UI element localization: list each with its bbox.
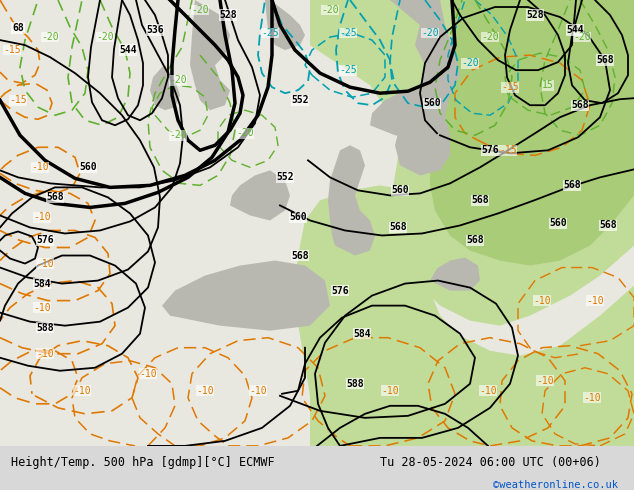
- Text: ©weatheronline.co.uk: ©weatheronline.co.uk: [493, 480, 618, 490]
- Polygon shape: [295, 185, 634, 446]
- Text: 544: 544: [566, 25, 584, 35]
- Text: -10: -10: [31, 162, 49, 172]
- Text: -10: -10: [33, 213, 51, 222]
- Text: 568: 568: [571, 100, 589, 110]
- Text: 560: 560: [549, 219, 567, 228]
- Text: Tu 28-05-2024 06:00 UTC (00+06): Tu 28-05-2024 06:00 UTC (00+06): [380, 456, 601, 469]
- Text: -10: -10: [536, 376, 554, 386]
- Text: 528: 528: [526, 10, 544, 20]
- Polygon shape: [310, 0, 634, 326]
- Text: 568: 568: [291, 250, 309, 261]
- Text: -25: -25: [339, 28, 357, 38]
- Text: 552: 552: [291, 95, 309, 105]
- Text: -10: -10: [73, 386, 91, 396]
- Polygon shape: [328, 146, 375, 255]
- Polygon shape: [430, 258, 480, 291]
- Text: 588: 588: [36, 322, 54, 333]
- Text: -25: -25: [339, 65, 357, 75]
- Text: -20: -20: [481, 32, 499, 42]
- Polygon shape: [150, 65, 180, 110]
- Polygon shape: [370, 90, 445, 137]
- Text: -10: -10: [586, 295, 604, 306]
- Text: -25: -25: [261, 28, 279, 38]
- Polygon shape: [162, 261, 330, 331]
- Text: Height/Temp. 500 hPa [gdmp][°C] ECMWF: Height/Temp. 500 hPa [gdmp][°C] ECMWF: [11, 456, 275, 469]
- Text: -10: -10: [139, 369, 157, 379]
- Text: -10: -10: [533, 295, 551, 306]
- Text: -20: -20: [169, 75, 187, 85]
- Text: -20: -20: [236, 128, 254, 138]
- Text: -10: -10: [479, 386, 497, 396]
- Text: 568: 568: [466, 236, 484, 245]
- Text: 552: 552: [276, 172, 294, 182]
- Polygon shape: [390, 0, 460, 175]
- Text: 15: 15: [542, 80, 554, 90]
- Text: 560: 560: [423, 98, 441, 108]
- Polygon shape: [265, 0, 305, 50]
- Text: 588: 588: [346, 379, 364, 389]
- Text: -10: -10: [583, 393, 601, 403]
- Text: -10: -10: [249, 386, 267, 396]
- Text: -20: -20: [191, 5, 209, 15]
- Text: -10: -10: [33, 303, 51, 313]
- Polygon shape: [430, 0, 634, 266]
- Text: 68: 68: [12, 23, 24, 33]
- Text: 560: 560: [289, 213, 307, 222]
- Text: -15: -15: [9, 95, 27, 105]
- Text: -10: -10: [36, 349, 54, 359]
- Polygon shape: [190, 0, 230, 110]
- Text: -20: -20: [169, 130, 187, 140]
- Text: -10: -10: [196, 386, 214, 396]
- Text: 568: 568: [596, 55, 614, 65]
- Text: -10: -10: [381, 386, 399, 396]
- Polygon shape: [0, 0, 634, 446]
- Text: -20: -20: [321, 5, 339, 15]
- Text: -20: -20: [461, 58, 479, 68]
- Text: 576: 576: [331, 286, 349, 295]
- Text: -10: -10: [36, 259, 54, 269]
- Text: 584: 584: [353, 329, 371, 339]
- Text: -15: -15: [3, 45, 21, 55]
- Text: 568: 568: [599, 220, 617, 230]
- Text: 576: 576: [481, 146, 499, 155]
- Text: 584: 584: [33, 279, 51, 289]
- Text: 568: 568: [46, 193, 64, 202]
- Text: -20: -20: [573, 32, 591, 42]
- Text: 576: 576: [36, 236, 54, 245]
- Text: 528: 528: [219, 10, 237, 20]
- Text: 560: 560: [79, 162, 97, 172]
- Text: -20: -20: [41, 32, 59, 42]
- Text: 536: 536: [146, 25, 164, 35]
- Text: 544: 544: [119, 45, 137, 55]
- Text: -15: -15: [501, 82, 519, 92]
- Text: -20: -20: [421, 28, 439, 38]
- Text: -15: -15: [499, 146, 517, 155]
- Text: 568: 568: [389, 222, 407, 232]
- Text: 568: 568: [471, 196, 489, 205]
- Text: 568: 568: [563, 180, 581, 191]
- Text: -20: -20: [96, 32, 114, 42]
- Text: 560: 560: [391, 185, 409, 196]
- Polygon shape: [230, 171, 290, 220]
